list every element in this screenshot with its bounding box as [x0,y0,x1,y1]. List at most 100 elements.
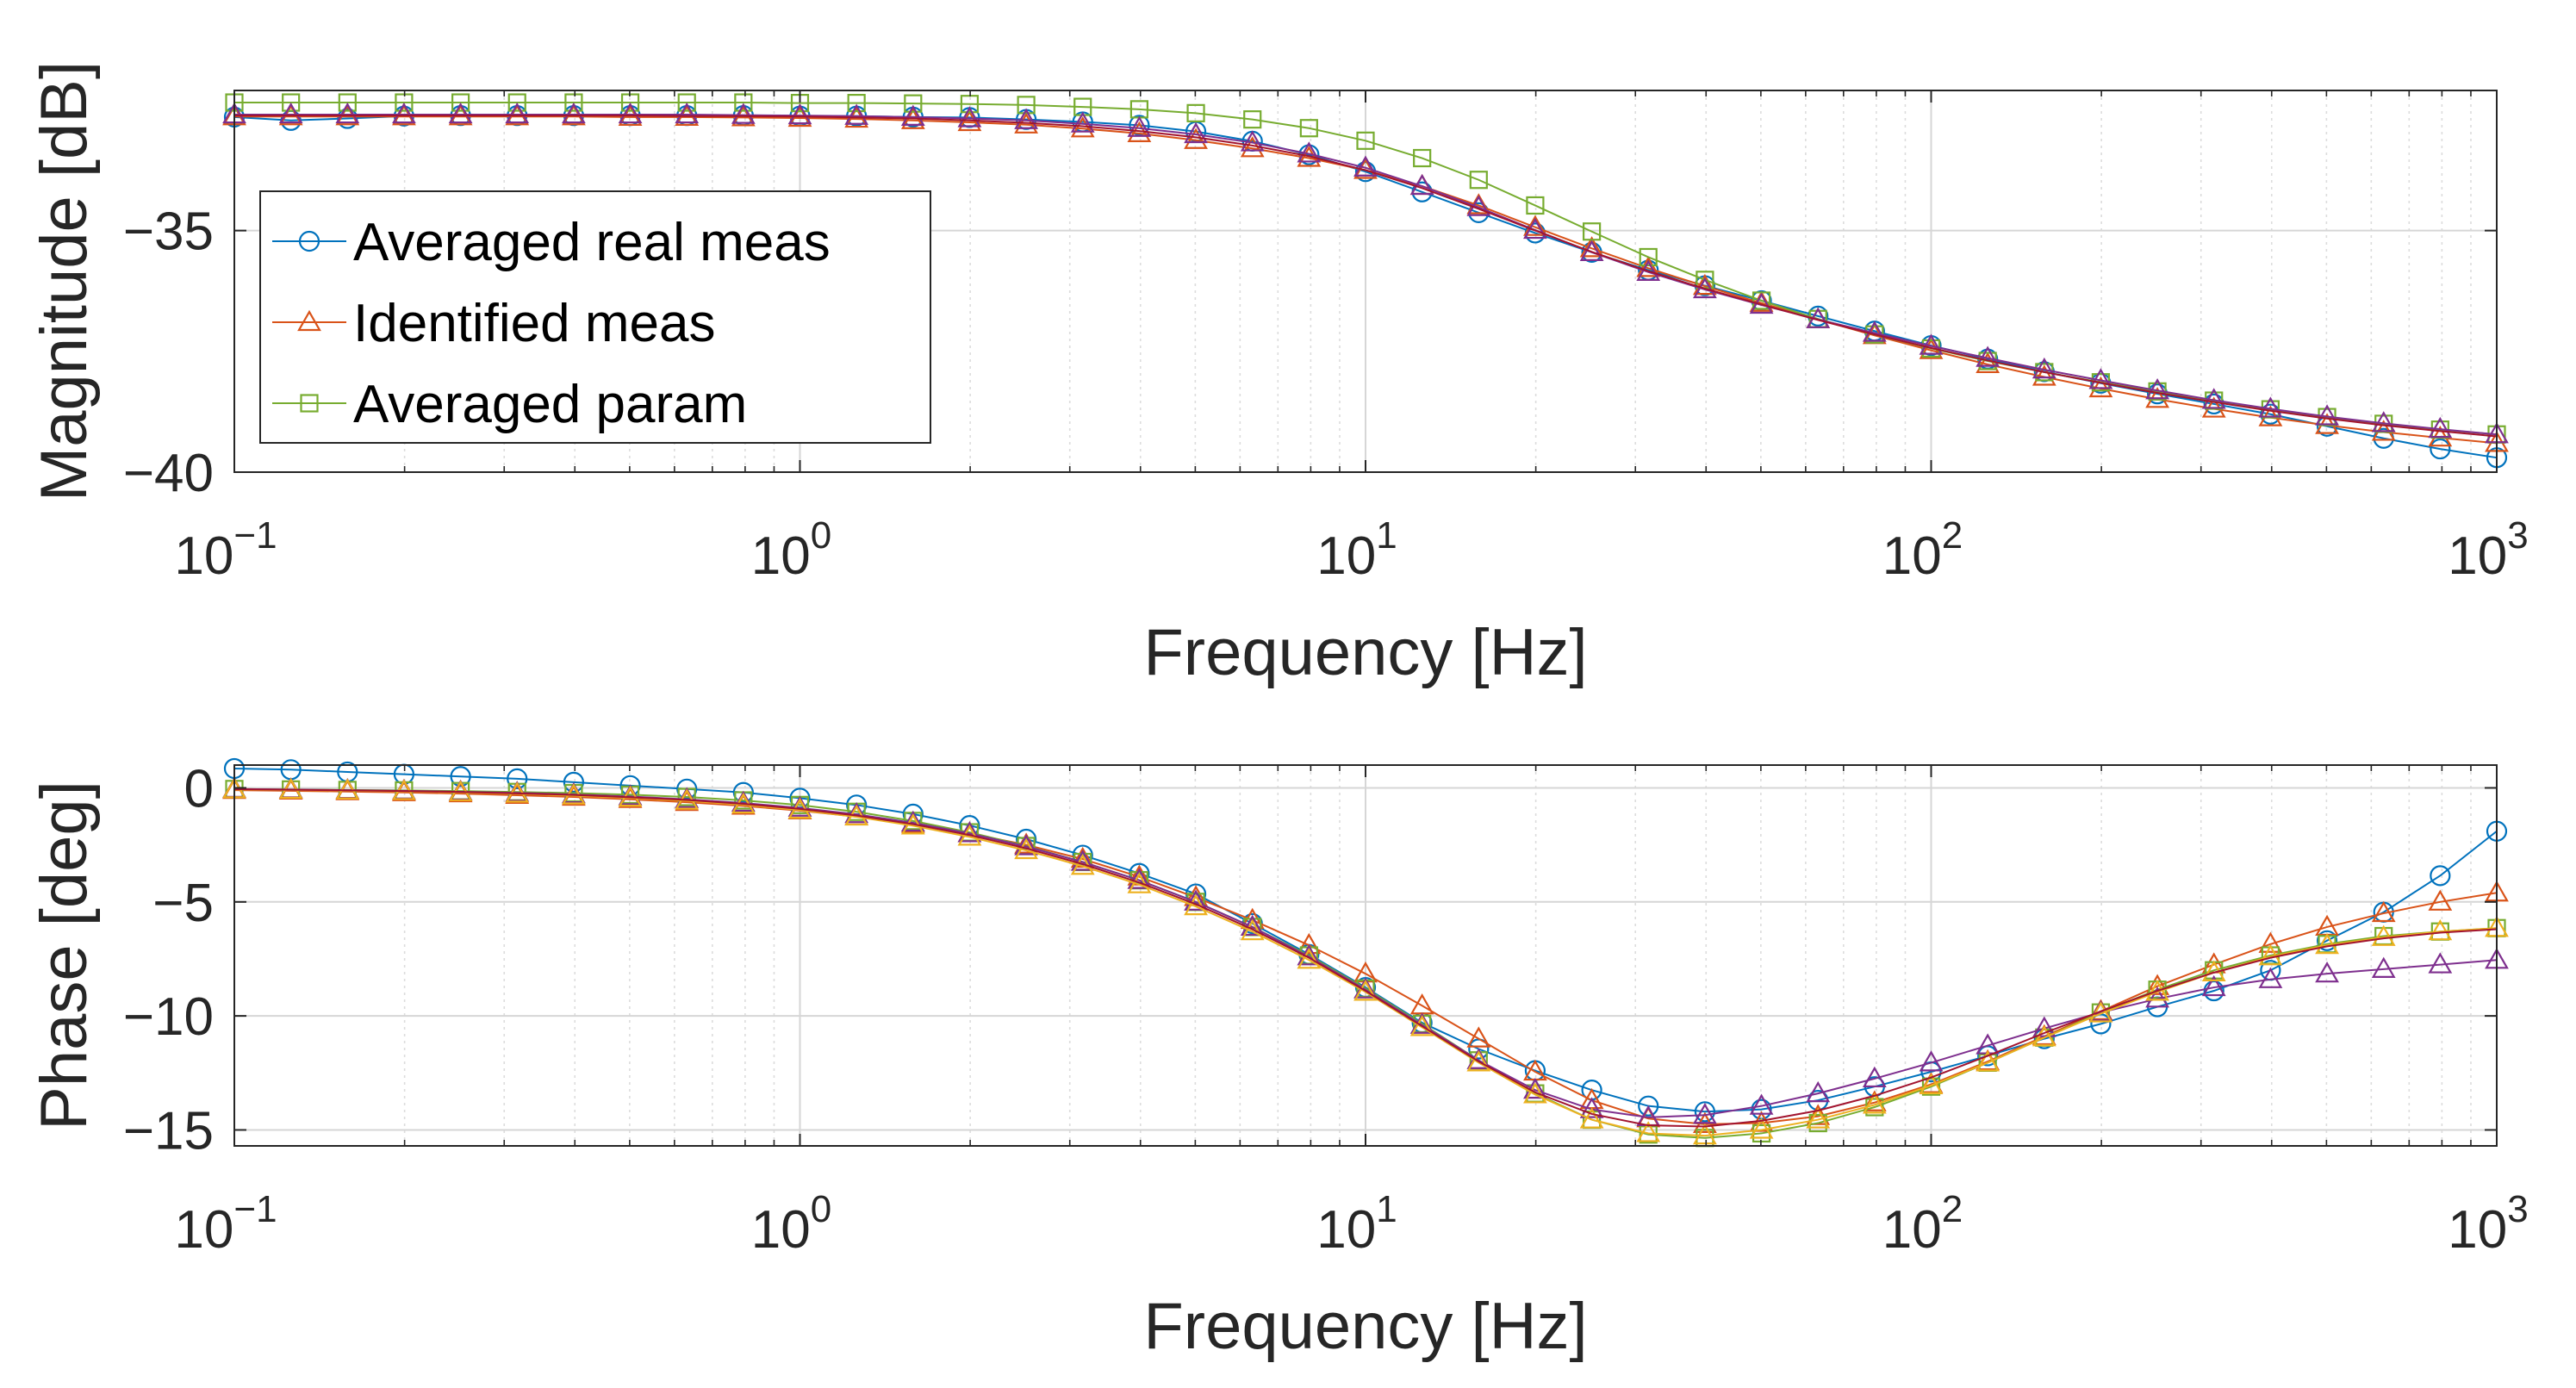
x-tick-label: 102 [1882,514,1963,586]
data-point [1353,155,1378,177]
data-point [1636,259,1661,281]
data-point [2201,974,2226,997]
data-point [1694,1101,1715,1123]
series-extra-3 [222,102,2509,444]
legend-label: Averaged real meas [353,213,831,272]
data-point [2258,396,2283,418]
y-tick-label: −15 [123,1101,214,1161]
series-line [234,115,2498,438]
data-point [2145,980,2170,1001]
data-point [2145,378,2170,400]
data-point [282,93,301,112]
data-point [732,781,754,803]
data-point [1919,1073,1944,1094]
series-line [233,789,2498,1125]
x-tick-label: 100 [751,1188,831,1260]
data-point [1466,193,1491,215]
data-point [1526,196,1545,215]
x-tick-label: 103 [2448,514,2528,586]
x-tick-label: 100 [751,514,831,586]
data-point [1356,131,1375,150]
data-point [1523,215,1547,236]
data-point [1692,273,1717,296]
series-line [234,114,2498,436]
data-point [2032,1025,2056,1047]
data-point [1579,1097,1604,1118]
ticks [233,90,2498,473]
data-point [278,102,303,124]
data-point [338,93,357,112]
data-point [335,102,360,124]
data-point [451,93,470,112]
data-point [1862,1090,1887,1111]
data-point [1240,918,1265,941]
data-point [1579,240,1604,261]
data-point [561,102,586,124]
data-point [1127,872,1152,893]
legend-label: Averaged param [353,375,747,434]
data-point [1806,1107,1831,1129]
data-point [2032,1016,2056,1037]
series-line [233,788,2498,1128]
data-point [1184,121,1208,144]
data-point [957,821,982,843]
data-point [1921,1077,1941,1096]
data-point [2032,364,2056,386]
y-tick-label: 0 [184,759,214,818]
data-point [1862,1066,1887,1088]
y-axis-title: Phase [deg] [28,781,101,1130]
data-point [1579,1107,1604,1129]
data-point [675,102,700,124]
x-axis-title: Frequency [Hz] [1143,616,1587,689]
data-point [1240,914,1265,937]
data-point [2428,952,2453,974]
phase-panel: 10−1 100 101 102 103 −15 −10 −5 0 Frequency [Hz] P… [28,757,2529,1363]
data-point [2315,932,2339,955]
data-point [1070,111,1095,133]
data-point [1749,1117,1774,1139]
series-extra-4 [234,115,2498,438]
data-point [1692,277,1717,299]
data-point [2258,944,2283,966]
data-point [1466,1026,1491,1048]
data-point [1409,173,1434,196]
data-point [335,778,360,800]
data-point [2258,967,2283,988]
data-point [2428,889,2453,911]
data-point [1523,1082,1547,1104]
legend: Averaged real meas Identified meas Average… [259,190,931,444]
data-point [1129,115,1150,136]
data-point [1127,115,1152,137]
data-point [1749,1093,1774,1115]
data-point [1297,932,1322,955]
y-axis-title: Magnitude [dB] [28,61,101,501]
data-point [1409,1015,1434,1036]
data-point [734,93,753,112]
data-point [2430,865,2451,887]
data-point [900,104,925,126]
data-point [337,108,358,129]
data-point [900,810,925,832]
x-tick-label: 10−1 [174,1188,277,1260]
legend-box [259,190,931,444]
x-tick-label: 103 [2448,1188,2528,1260]
data-point [505,102,530,124]
x-axis-title: Frequency [Hz] [1143,1290,1587,1363]
data-point [2316,930,2338,951]
data-point [2371,924,2396,946]
ticks [233,765,2498,1146]
data-point [787,103,812,125]
data-point [1976,352,2000,374]
series-extra-5 [233,788,2498,1128]
data-point [2428,918,2453,941]
data-point [1466,1050,1491,1072]
data-point [2145,987,2170,1008]
data-point [1353,980,1378,1001]
data-point [1243,110,1262,129]
data-point [448,102,473,124]
data-point [2371,411,2396,433]
series-group [222,757,2509,1148]
data-point [957,106,982,128]
data-point [1976,1050,2000,1072]
data-point [2315,961,2339,983]
